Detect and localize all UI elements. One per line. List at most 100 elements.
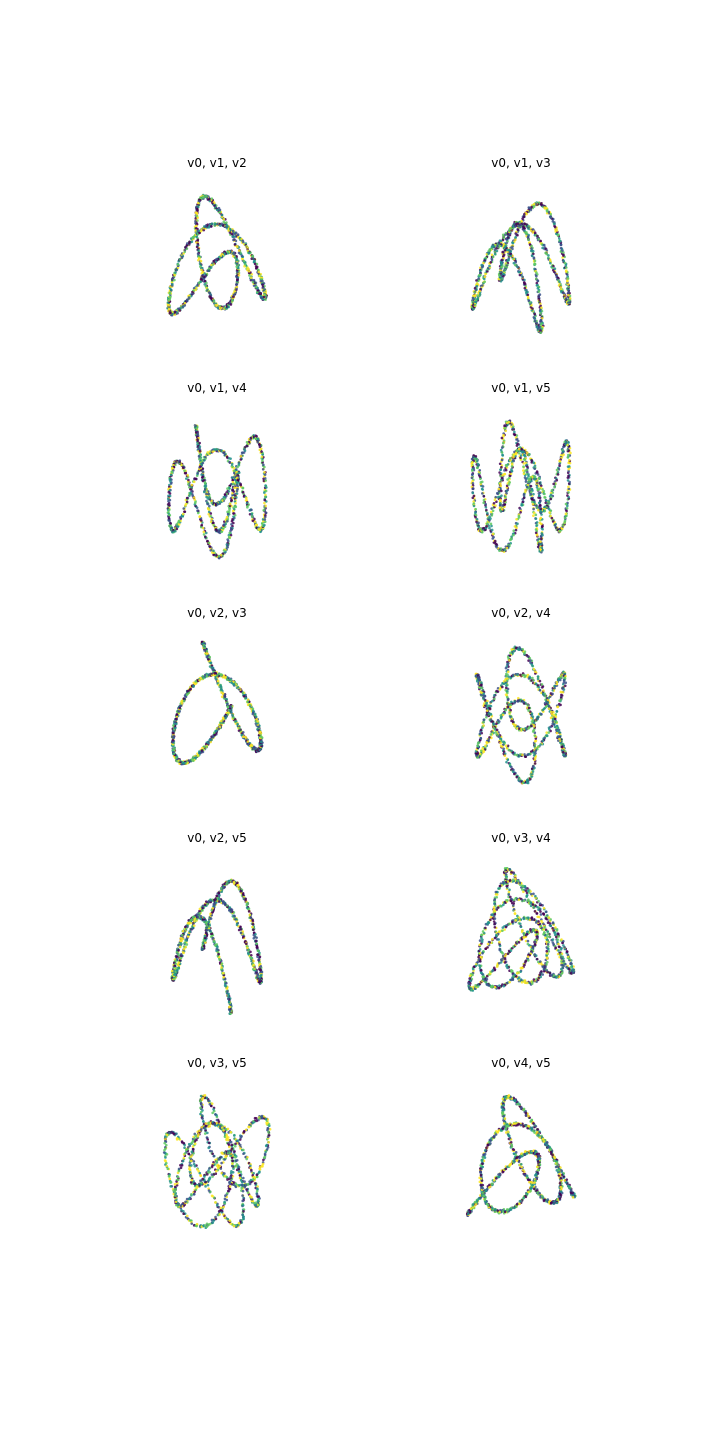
- data-point: [535, 274, 538, 278]
- data-point: [181, 512, 185, 516]
- panel-title: v0, v1, v2: [187, 156, 246, 170]
- data-point: [533, 312, 536, 316]
- data-point: [511, 241, 515, 245]
- data-point: [506, 421, 509, 425]
- data-point: [551, 266, 554, 270]
- data-point: [526, 465, 529, 468]
- data-point: [196, 201, 200, 205]
- scatter-3d-plot: [166, 193, 269, 317]
- data-point: [558, 529, 562, 533]
- data-point: [549, 497, 552, 501]
- data-point: [516, 222, 520, 226]
- data-point: [489, 522, 493, 526]
- data-point: [234, 501, 237, 505]
- data-point: [259, 291, 262, 295]
- data-point: [229, 457, 232, 460]
- data-point: [500, 436, 504, 440]
- data-point: [203, 535, 207, 538]
- data-point: [522, 465, 525, 468]
- data-point: [496, 496, 500, 499]
- data-point: [233, 243, 237, 246]
- data-point: [511, 225, 515, 228]
- data-point: [176, 263, 180, 266]
- data-point: [482, 501, 485, 505]
- data-point: [174, 271, 177, 274]
- data-point: [478, 468, 482, 472]
- data-point: [258, 274, 261, 278]
- data-point: [473, 291, 477, 294]
- data-point: [236, 686, 240, 689]
- data-point: [513, 430, 516, 434]
- data-point: [514, 225, 517, 228]
- data-point: [206, 198, 210, 201]
- data-point: [185, 477, 188, 480]
- data-point: [519, 223, 522, 227]
- data-point: [264, 495, 267, 499]
- data-point: [516, 233, 519, 237]
- data-point: [523, 476, 527, 479]
- data-point: [499, 239, 503, 243]
- data-point: [235, 244, 239, 248]
- data-point: [533, 319, 537, 323]
- data-point: [508, 227, 512, 230]
- data-point: [237, 463, 241, 466]
- data-point: [515, 438, 518, 441]
- data-point: [519, 456, 522, 460]
- data-point: [527, 474, 530, 478]
- data-point: [196, 216, 199, 220]
- data-point: [186, 474, 190, 477]
- data-point: [239, 455, 243, 458]
- data-point: [183, 469, 186, 472]
- data-point: [222, 523, 226, 526]
- data-point: [531, 500, 534, 504]
- data-point: [553, 222, 556, 226]
- data-point: [178, 309, 182, 312]
- data-point: [225, 515, 229, 519]
- data-point: [550, 488, 554, 492]
- data-point: [516, 522, 519, 525]
- data-point: [512, 529, 516, 533]
- data-point: [517, 270, 521, 274]
- data-point: [185, 496, 189, 500]
- data-point: [250, 515, 254, 518]
- data-point: [241, 257, 244, 261]
- data-point: [482, 498, 486, 502]
- data-point: [492, 501, 496, 505]
- data-point: [230, 299, 234, 302]
- data-point: [226, 545, 229, 549]
- data-point: [192, 286, 196, 290]
- data-point: [481, 492, 484, 495]
- data-point: [491, 509, 495, 513]
- data-point: [248, 274, 251, 277]
- data-point: [183, 471, 187, 475]
- data-point: [170, 470, 174, 474]
- data-point: [229, 705, 232, 708]
- data-point: [522, 469, 525, 472]
- data-point: [201, 461, 205, 465]
- data-point: [263, 473, 267, 476]
- data-point: [567, 285, 570, 289]
- data-point: [222, 549, 226, 552]
- data-point: [242, 694, 246, 698]
- data-point: [523, 281, 526, 285]
- data-point: [533, 467, 537, 471]
- data-point: [471, 469, 474, 472]
- data-point: [509, 538, 512, 542]
- data-point: [203, 272, 207, 275]
- data-point: [232, 512, 235, 515]
- data-point: [229, 303, 233, 306]
- data-point: [252, 260, 256, 264]
- data-point: [475, 279, 478, 282]
- data-point: [522, 462, 526, 465]
- data-point: [483, 275, 487, 279]
- data-point: [485, 508, 488, 512]
- data-point: [478, 475, 482, 478]
- data-point: [476, 297, 480, 301]
- data-point: [197, 258, 200, 262]
- data-point: [534, 517, 538, 520]
- data-point: [564, 512, 568, 516]
- data-point: [199, 457, 202, 460]
- data-point: [195, 245, 199, 249]
- data-point: [506, 463, 510, 466]
